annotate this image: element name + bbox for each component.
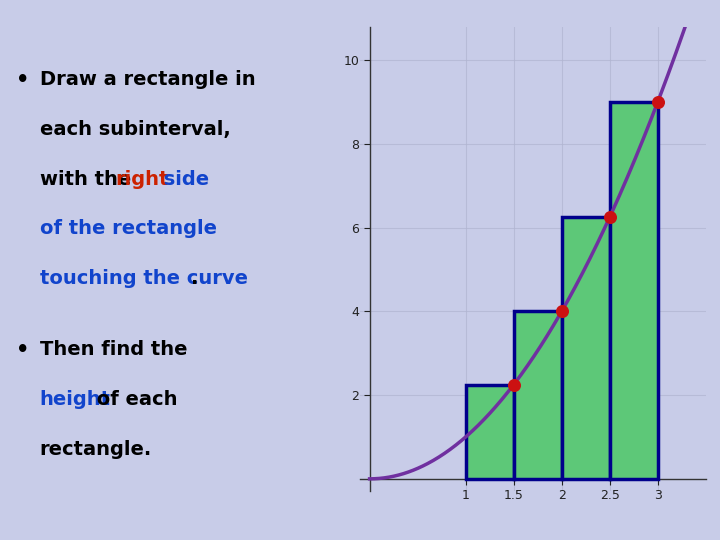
Point	[604, 213, 616, 222]
Text: with the: with the	[40, 170, 138, 188]
Point	[508, 380, 519, 389]
Text: Then find the: Then find the	[40, 340, 187, 359]
Text: Draw a rectangle in: Draw a rectangle in	[40, 70, 255, 89]
Text: of each: of each	[90, 390, 178, 409]
Bar	[513, 312, 562, 479]
Text: side: side	[157, 170, 210, 188]
Text: rectangle.: rectangle.	[40, 440, 152, 458]
Point	[652, 98, 663, 106]
Text: •: •	[16, 70, 30, 90]
Bar	[610, 102, 657, 479]
Text: each subinterval,: each subinterval,	[40, 120, 230, 139]
Text: height: height	[40, 390, 111, 409]
Text: .: .	[191, 269, 198, 288]
Bar	[466, 384, 513, 479]
Text: of the rectangle: of the rectangle	[40, 219, 217, 238]
Text: touching the curve: touching the curve	[40, 269, 248, 288]
Text: •: •	[16, 340, 30, 360]
Point	[556, 307, 567, 316]
Text: right: right	[115, 170, 168, 188]
Bar	[562, 218, 610, 479]
